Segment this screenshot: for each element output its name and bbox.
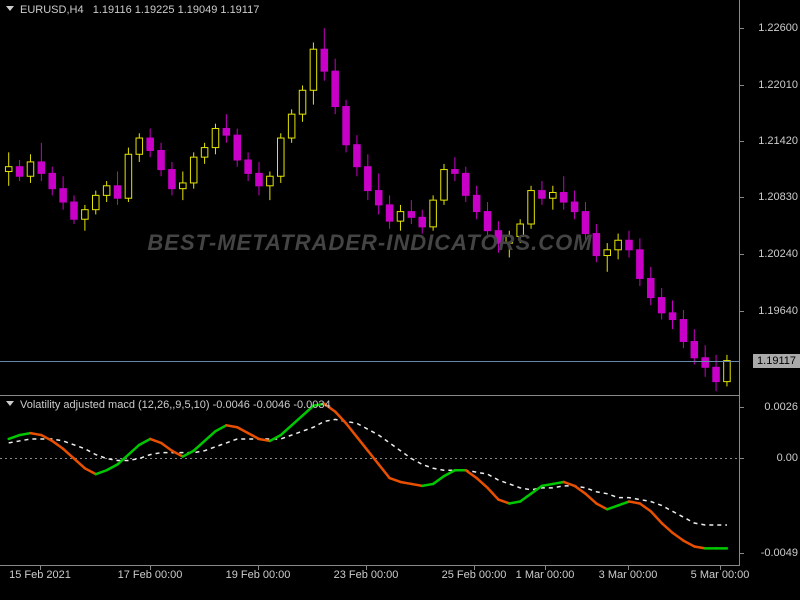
candlestick-svg <box>0 0 740 395</box>
symbol-label: EURUSD,H4 <box>20 4 84 16</box>
price-y-axis: 1.226001.220101.214201.208301.202401.196… <box>740 0 800 395</box>
dropdown-icon[interactable] <box>6 401 14 406</box>
chart-header: EURUSD,H4 1.19116 1.19225 1.19049 1.1911… <box>20 4 259 16</box>
current-price-line <box>0 361 740 362</box>
time-x-axis: 15 Feb 202117 Feb 00:0019 Feb 00:0023 Fe… <box>0 565 740 600</box>
indicator-header: Volatility adjusted macd (12,26,,9,5,10)… <box>20 399 331 411</box>
main-price-chart[interactable]: EURUSD,H4 1.19116 1.19225 1.19049 1.1911… <box>0 0 740 395</box>
chart-container: EURUSD,H4 1.19116 1.19225 1.19049 1.1911… <box>0 0 800 600</box>
ohlc-label: 1.19116 1.19225 1.19049 1.19117 <box>93 4 260 16</box>
indicator-y-axis: 0.00260.00-0.0049 <box>740 395 800 565</box>
indicator-svg <box>0 396 740 566</box>
dropdown-icon[interactable] <box>6 6 14 11</box>
indicator-chart[interactable]: Volatility adjusted macd (12,26,,9,5,10)… <box>0 395 740 565</box>
